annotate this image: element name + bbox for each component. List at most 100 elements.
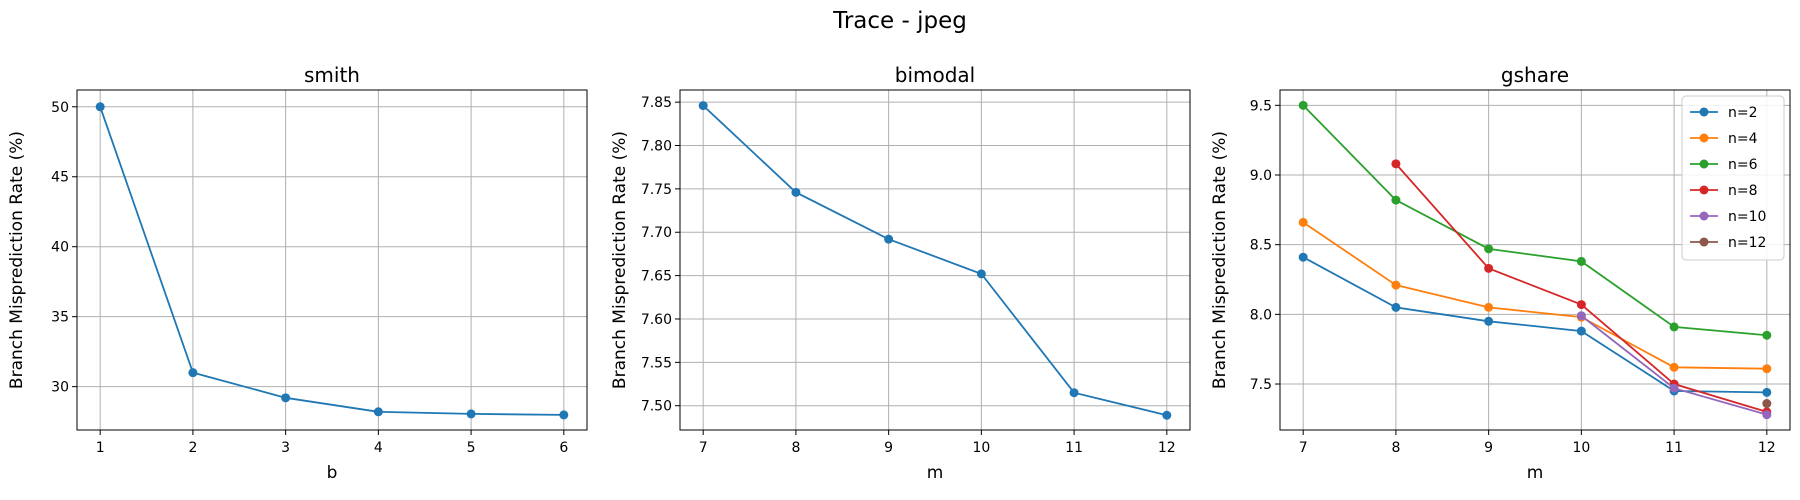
data-point bbox=[281, 393, 291, 403]
data-point bbox=[1762, 399, 1772, 409]
legend-item-n-2: n=2 bbox=[1690, 105, 1758, 121]
data-point bbox=[1576, 311, 1586, 321]
series-line bbox=[1302, 221, 1767, 370]
figure-title: Trace - jpeg bbox=[832, 8, 967, 34]
chart-panel-2: 7 8 9 10 11 12 7.50 7.55 7.60 7.65 7.70 7.75 7.80 7.8… bbox=[610, 63, 1191, 483]
data-point bbox=[1069, 388, 1079, 398]
y-tick-label: 30 bbox=[51, 380, 69, 396]
data-point bbox=[466, 409, 476, 419]
series-line bbox=[99, 106, 564, 416]
axes-frame bbox=[1279, 89, 1791, 431]
data-point bbox=[1391, 159, 1401, 169]
data-point bbox=[1762, 387, 1772, 397]
data-point bbox=[976, 269, 986, 279]
x-tick-label: 7 bbox=[699, 440, 708, 456]
x-tick-label: 8 bbox=[791, 440, 800, 456]
data-point bbox=[698, 101, 708, 111]
axes-frame bbox=[76, 89, 588, 431]
data-point bbox=[1576, 300, 1586, 310]
x-tick-label: 7 bbox=[1299, 440, 1308, 456]
series-1 bbox=[95, 102, 569, 420]
y-tick-label: 7.60 bbox=[641, 312, 672, 328]
series-n-6 bbox=[1298, 100, 1772, 340]
x-tick-label: 9 bbox=[884, 440, 893, 456]
legend-label: n=6 bbox=[1728, 157, 1758, 173]
legend-item-n-8: n=8 bbox=[1690, 183, 1758, 199]
legend-label: n=10 bbox=[1728, 209, 1766, 225]
x-tick-label: 12 bbox=[1158, 440, 1176, 456]
x-tick-label: 11 bbox=[1065, 440, 1083, 456]
y-tick-label: 7.50 bbox=[641, 399, 672, 415]
y-tick-label: 35 bbox=[51, 310, 69, 326]
y-tick-label: 7.75 bbox=[641, 182, 672, 198]
data-point bbox=[1762, 364, 1772, 374]
legend-swatch-marker bbox=[1699, 159, 1709, 169]
y-tick-label: 8.0 bbox=[1250, 307, 1272, 323]
x-axis-label: m bbox=[1527, 463, 1544, 483]
series-n-2 bbox=[1298, 252, 1772, 397]
x-tick-label: 10 bbox=[1572, 440, 1590, 456]
data-point bbox=[1484, 302, 1494, 312]
panel-title: smith bbox=[304, 63, 360, 87]
data-point bbox=[1298, 100, 1308, 110]
legend-swatch-marker bbox=[1699, 133, 1709, 143]
data-point bbox=[1762, 410, 1772, 420]
data-point bbox=[1484, 263, 1494, 273]
data-point bbox=[1298, 252, 1308, 262]
legend-item-n-12: n=12 bbox=[1690, 235, 1766, 251]
data-point bbox=[1576, 256, 1586, 266]
legend-swatch-marker bbox=[1699, 237, 1709, 247]
data-point bbox=[1669, 383, 1679, 393]
data-point bbox=[1162, 410, 1172, 420]
data-point bbox=[1762, 330, 1772, 340]
y-tick-label: 7.70 bbox=[641, 225, 672, 241]
y-tick-label: 7.55 bbox=[641, 355, 672, 371]
data-point bbox=[188, 368, 198, 378]
y-tick-label: 40 bbox=[51, 240, 69, 256]
legend-swatch-marker bbox=[1699, 107, 1709, 117]
x-tick-label: 1 bbox=[96, 440, 105, 456]
x-tick-label: 10 bbox=[972, 440, 990, 456]
legend-swatch-marker bbox=[1699, 211, 1709, 221]
data-point bbox=[1391, 195, 1401, 205]
x-tick-label: 3 bbox=[281, 440, 290, 456]
x-tick-label: 12 bbox=[1758, 440, 1776, 456]
series-line bbox=[1302, 104, 1767, 337]
y-tick-label: 7.5 bbox=[1250, 377, 1272, 393]
data-point bbox=[1298, 217, 1308, 227]
axes-frame bbox=[679, 89, 1191, 431]
y-tick-label: 7.65 bbox=[641, 269, 672, 285]
legend-label: n=12 bbox=[1728, 235, 1766, 251]
data-point bbox=[1484, 244, 1494, 254]
legend-label: n=2 bbox=[1728, 105, 1758, 121]
y-axis-label: Branch Misprediction Rate (%) bbox=[1210, 131, 1230, 389]
y-axis-label: Branch Misprediction Rate (%) bbox=[7, 131, 27, 389]
data-point bbox=[1669, 322, 1679, 332]
series-1 bbox=[698, 101, 1172, 420]
y-tick-label: 8.5 bbox=[1250, 238, 1272, 254]
x-tick-label: 5 bbox=[467, 440, 476, 456]
legend-swatch-marker bbox=[1699, 185, 1709, 195]
x-axis-label: m bbox=[927, 463, 944, 483]
data-point bbox=[1484, 316, 1494, 326]
x-tick-label: 9 bbox=[1484, 440, 1493, 456]
panel-title: bimodal bbox=[895, 63, 975, 87]
data-point bbox=[1391, 280, 1401, 290]
data-point bbox=[95, 102, 105, 112]
y-tick-label: 7.85 bbox=[641, 95, 672, 111]
x-tick-label: 4 bbox=[374, 440, 383, 456]
x-axis-label: b bbox=[327, 463, 338, 483]
series-line bbox=[1302, 256, 1767, 394]
series-n-10 bbox=[1576, 311, 1772, 420]
chart-panel-3: 7 8 9 10 11 12 7.5 8.0 8.5 9.0 9.5 gshare m Branch Mi… bbox=[1210, 63, 1791, 483]
data-point bbox=[373, 407, 383, 417]
series-line bbox=[702, 104, 1168, 417]
x-tick-label: 8 bbox=[1391, 440, 1400, 456]
data-point bbox=[884, 234, 894, 244]
y-axis-label: Branch Misprediction Rate (%) bbox=[610, 131, 630, 389]
legend-item-n-6: n=6 bbox=[1690, 157, 1758, 173]
data-point bbox=[1669, 362, 1679, 372]
legend-item-n-10: n=10 bbox=[1690, 209, 1766, 225]
